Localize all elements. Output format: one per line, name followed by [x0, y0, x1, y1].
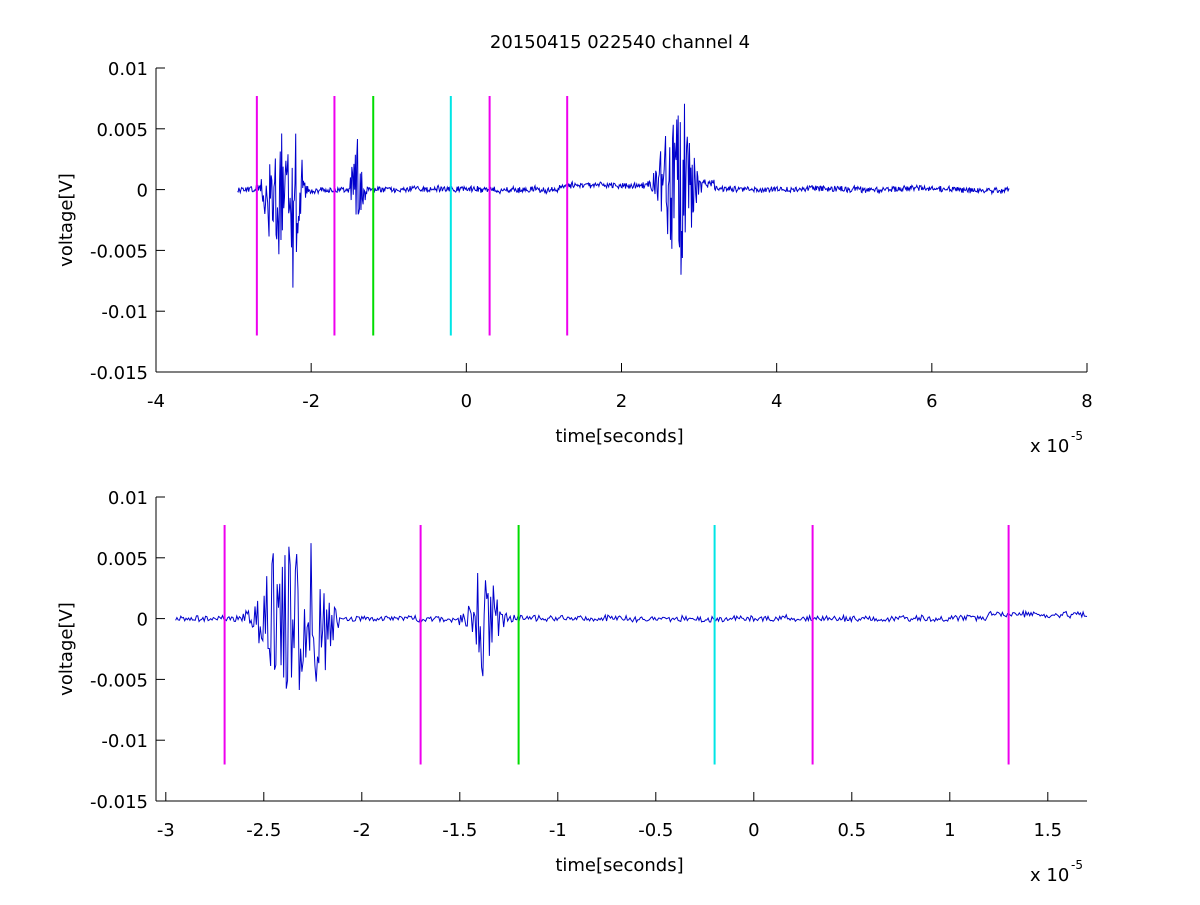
y-axis-label: voltage[V]	[56, 602, 77, 696]
y-tick-label: 0.01	[108, 488, 148, 509]
x-tick-label: -4	[147, 391, 165, 412]
bottom-plot: -0.015 -0.01 -0.005 0 0.005 0.01 -3 -2.5 -2 -1.5 -…	[56, 488, 1088, 886]
x-exponent-superscript: -5	[1071, 429, 1083, 443]
y-tick-label: -0.015	[90, 792, 148, 813]
y-tick-label: 0	[137, 610, 148, 631]
y-tick-label: 0.005	[96, 549, 148, 570]
y-tick-label: -0.005	[90, 241, 148, 262]
x-tick-label: 2	[616, 391, 627, 412]
x-tick-label: 0	[748, 820, 759, 841]
x-tick-label: -1	[549, 820, 567, 841]
signal-trace	[237, 103, 1010, 288]
x-axis-label: time[seconds]	[555, 855, 683, 876]
x-tick-label: 1	[944, 820, 955, 841]
x-tick-label: 4	[771, 391, 782, 412]
chart-title: 20150415 022540 channel 4	[490, 32, 750, 53]
y-tick-label: -0.01	[101, 731, 148, 752]
y-tick-label: -0.015	[90, 363, 148, 384]
top-plot: -0.015 -0.01 -0.005 0 0.005 0.01 -4 -2 0 2 4 6 8 time…	[56, 59, 1093, 457]
y-tick-label: -0.005	[90, 670, 148, 691]
x-tick-label: 0.5	[837, 820, 866, 841]
x-tick-label: 1.5	[1033, 820, 1062, 841]
x-tick-label: -0.5	[638, 820, 673, 841]
x-tick-label: -1.5	[442, 820, 477, 841]
x-exponent-label: x 10	[1030, 865, 1069, 886]
signal-trace	[175, 543, 1088, 691]
x-exponent-superscript: -5	[1071, 858, 1083, 872]
y-tick-label: -0.01	[101, 302, 148, 323]
y-tick-label: 0.01	[108, 59, 148, 80]
x-tick-label: -2.5	[246, 820, 281, 841]
y-tick-label: 0	[137, 181, 148, 202]
x-tick-label: 0	[461, 391, 472, 412]
x-tick-label: -3	[157, 820, 175, 841]
x-tick-label: 8	[1081, 391, 1092, 412]
x-tick-label: -2	[353, 820, 371, 841]
x-tick-label: -2	[302, 391, 320, 412]
x-axis-label: time[seconds]	[555, 426, 683, 447]
y-axis-label: voltage[V]	[56, 173, 77, 267]
x-exponent-label: x 10	[1030, 436, 1069, 457]
x-tick-label: 6	[926, 391, 937, 412]
y-tick-label: 0.005	[96, 120, 148, 141]
